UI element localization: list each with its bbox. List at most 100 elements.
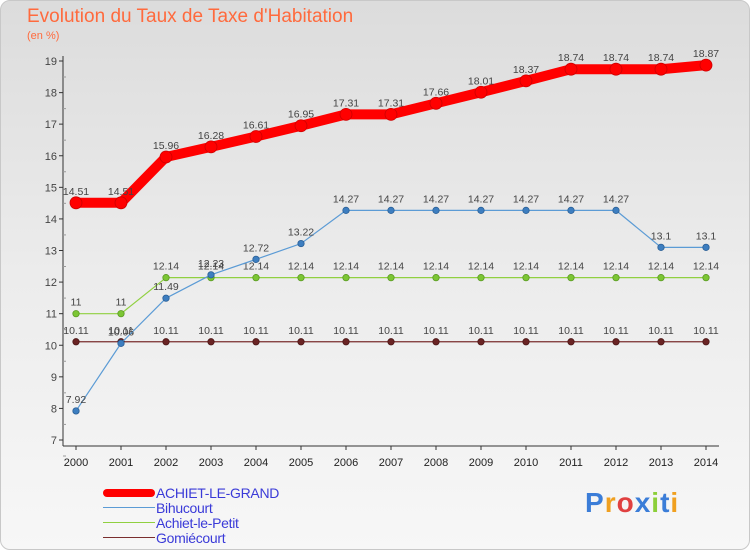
x-tick-label: 2008: [424, 457, 448, 469]
chart-subtitle: (en %): [27, 30, 60, 42]
data-label-gomiecourt: 10.11: [513, 325, 539, 337]
data-point-achiet-le-grand: [159, 150, 173, 164]
x-tick-label: 2009: [469, 457, 493, 469]
data-label-achiet-le-grand: 18.01: [468, 75, 494, 87]
data-point-gomiecourt: [387, 338, 395, 346]
x-tick-label: 2000: [64, 457, 88, 469]
data-label-achiet-le-grand: 15.96: [153, 140, 179, 152]
y-tick-label: 19: [45, 56, 57, 68]
brand-letter: x: [634, 487, 652, 518]
data-point-achiet-le-grand: [384, 107, 398, 121]
data-point-achiet-le-petit: [522, 274, 530, 282]
data-point-achiet-le-grand: [519, 74, 533, 88]
y-tick-label: 16: [45, 151, 57, 163]
data-point-gomiecourt: [432, 338, 440, 346]
x-tick-label: 2011: [559, 457, 583, 469]
legend-label-achiet-le-grand: ACHIET-LE-GRAND: [156, 485, 280, 501]
data-point-gomiecourt: [522, 338, 530, 346]
data-label-achiet-le-petit: 12.14: [693, 261, 719, 273]
data-point-achiet-le-petit: [297, 274, 305, 282]
x-tick-label: 2014: [694, 457, 718, 469]
data-label-achiet-le-petit: 12.14: [513, 261, 539, 273]
x-tick-label: 2004: [244, 457, 268, 469]
data-label-gomiecourt: 10.11: [378, 325, 404, 337]
data-label-bihucourt: 13.1: [651, 230, 672, 242]
brand-letter: t: [660, 487, 671, 518]
data-point-bihucourt: [522, 206, 530, 214]
data-point-achiet-le-petit: [432, 274, 440, 282]
y-tick-label: 9: [51, 372, 57, 384]
data-point-achiet-le-grand: [339, 107, 353, 121]
data-point-bihucourt: [432, 206, 440, 214]
data-label-bihucourt: 7.92: [66, 394, 87, 406]
data-point-achiet-le-petit: [72, 310, 80, 318]
data-label-gomiecourt: 10.11: [108, 325, 134, 337]
series-line-achiet-le-grand: [71, 60, 711, 208]
data-label-gomiecourt: 10.11: [198, 325, 224, 337]
data-point-gomiecourt: [207, 338, 215, 346]
data-label-achiet-le-petit: 12.14: [423, 261, 449, 273]
chart-title: Evolution du Taux de Taxe d'Habitation: [27, 6, 354, 27]
legend-swatch-achiet-le-petit: [103, 522, 155, 523]
y-tick-label: 17: [45, 119, 57, 131]
data-point-achiet-le-grand: [429, 96, 443, 110]
data-point-bihucourt: [387, 206, 395, 214]
data-point-achiet-le-petit: [117, 310, 125, 318]
data-point-achiet-le-petit: [252, 274, 260, 282]
legend-swatch-achiet-le-grand: [103, 489, 155, 497]
data-label-bihucourt: 14.27: [378, 193, 404, 205]
data-label-gomiecourt: 10.11: [648, 325, 674, 337]
data-label-achiet-le-petit: 12.14: [603, 261, 629, 273]
x-tick-label: 2013: [649, 457, 673, 469]
data-point-gomiecourt: [477, 338, 485, 346]
data-label-bihucourt: 14.27: [468, 193, 494, 205]
data-label-gomiecourt: 10.11: [288, 325, 314, 337]
legend-label-achiet-le-petit: Achiet-le-Petit: [156, 515, 239, 531]
data-point-gomiecourt: [162, 338, 170, 346]
data-point-bihucourt: [342, 206, 350, 214]
data-label-bihucourt: 11.49: [153, 281, 179, 293]
brand-letter: r: [604, 487, 617, 518]
data-label-bihucourt: 14.27: [333, 193, 359, 205]
data-point-bihucourt: [252, 255, 260, 263]
x-tick-label: 2003: [199, 457, 223, 469]
brand-logo: Proxiti: [585, 487, 679, 519]
y-tick-label: 10: [45, 340, 57, 352]
data-point-achiet-le-petit: [477, 274, 485, 282]
legend-label-bihucourt: Bihucourt: [156, 500, 213, 516]
data-label-achiet-le-petit: 12.14: [153, 261, 179, 273]
data-point-bihucourt: [657, 243, 665, 251]
x-tick-label: 2001: [109, 457, 133, 469]
data-label-gomiecourt: 10.11: [333, 325, 359, 337]
data-label-achiet-le-grand: 18.74: [603, 52, 629, 64]
legend-swatch-bihucourt: [103, 507, 155, 508]
data-point-achiet-le-grand: [474, 85, 488, 99]
data-point-gomiecourt: [297, 338, 305, 346]
data-label-achiet-le-grand: 18.74: [648, 52, 674, 64]
data-label-achiet-le-petit: 11: [71, 297, 82, 309]
data-label-achiet-le-grand: 18.87: [693, 48, 719, 60]
data-label-bihucourt: 14.27: [513, 193, 539, 205]
data-point-bihucourt: [297, 239, 305, 248]
data-label-bihucourt: 10.06: [108, 326, 134, 338]
data-label-achiet-le-grand: 16.28: [198, 130, 224, 142]
brand-letter: o: [616, 487, 635, 518]
data-point-achiet-le-grand: [204, 140, 218, 154]
data-label-achiet-le-petit: 12.14: [288, 261, 314, 273]
x-tick-label: 2002: [154, 457, 178, 469]
data-point-bihucourt: [612, 206, 620, 214]
data-label-bihucourt: 13.22: [288, 227, 314, 239]
legend-label-gomiecourt: Gomiécourt: [156, 530, 226, 546]
y-tick-label: 15: [45, 182, 57, 194]
data-label-achiet-le-grand: 14.51: [63, 186, 89, 198]
y-tick-label: 11: [46, 309, 57, 321]
data-label-achiet-le-petit: 12.14: [558, 261, 584, 273]
data-point-bihucourt: [702, 243, 710, 251]
data-label-bihucourt: 13.1: [696, 230, 717, 242]
x-tick-label: 2005: [289, 457, 313, 469]
brand-letter: i: [670, 487, 680, 518]
data-label-achiet-le-petit: 11: [116, 297, 127, 309]
data-point-bihucourt: [567, 206, 575, 214]
x-tick-label: 2006: [334, 457, 358, 469]
data-label-gomiecourt: 10.11: [558, 325, 584, 337]
